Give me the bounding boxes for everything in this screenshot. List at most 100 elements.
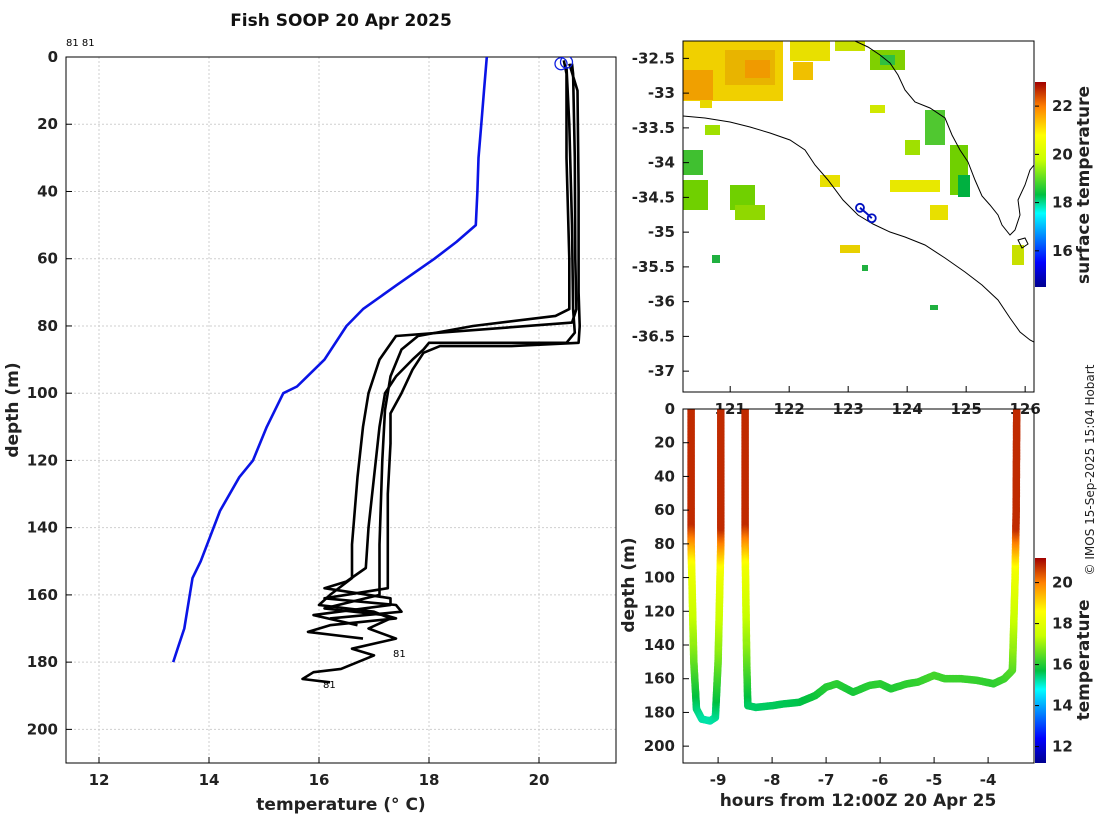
- profile-y-ticks: 0 20 40 60 80 100 120 140 160 180 200: [27, 48, 72, 738]
- section-y-tick-label: 100: [644, 569, 675, 587]
- map-y-tick-label: -35: [648, 223, 675, 241]
- shelf-contour: [683, 115, 1034, 343]
- cast-label-2: 81: [323, 680, 336, 691]
- profile-line-cast-3: [323, 63, 581, 620]
- section-y-tick-label: 40: [654, 467, 675, 485]
- map-y-tick-label: -34: [648, 154, 675, 172]
- sst-colorbar-tick-label: 16: [1052, 242, 1073, 260]
- profile-y-tick-label: 0: [48, 48, 58, 66]
- profile-grid: [66, 56, 616, 763]
- profile-x-tick-label: 12: [89, 771, 110, 789]
- section-x-tick-label: -8: [764, 771, 781, 789]
- map-track: [855, 202, 877, 224]
- temperature-colorbar: [1035, 558, 1046, 763]
- sst-patch: [793, 62, 813, 80]
- map-y-tick-label: -35.5: [632, 258, 675, 276]
- profile-line-cast-4: [312, 67, 577, 627]
- top-annotation: 81 81: [66, 38, 95, 49]
- map-track-line: [859, 207, 873, 219]
- profile-line-climatology: [171, 57, 489, 663]
- sst-patch: [930, 205, 948, 220]
- section-y-tick-label: 140: [644, 636, 675, 654]
- map-y-tick-label: -33.5: [632, 119, 675, 137]
- sst-patches: [683, 41, 1024, 310]
- section-axes-box: [682, 408, 1035, 764]
- section-x-tick-label: -6: [872, 771, 889, 789]
- sst-patch: [862, 265, 868, 271]
- sst-patch: [880, 55, 895, 65]
- profile-y-tick-label: 60: [37, 250, 58, 268]
- profile-x-tick-label: 14: [199, 771, 220, 789]
- map-y-tick-label: -33: [648, 84, 675, 102]
- surface-marker: [554, 57, 568, 71]
- profile-y-tick-label: 100: [27, 384, 58, 402]
- sst-patch: [745, 60, 770, 78]
- sst-patch: [820, 175, 840, 187]
- section-y-tick-label: 120: [644, 602, 675, 620]
- sst-patch: [840, 245, 860, 253]
- map-y-tick-label: -36.5: [632, 327, 675, 345]
- profile-x-tick-label: 20: [529, 771, 550, 789]
- temperature-colorbar-tick-label: 18: [1052, 615, 1073, 633]
- coastlines: [683, 41, 1034, 343]
- map-y-tick-label: -36: [648, 293, 675, 311]
- section-y-tick-label: 80: [654, 535, 675, 553]
- section-dot: [717, 409, 725, 415]
- profile-y-label: depth (m): [3, 362, 23, 457]
- section-x-ticks: -9 -8 -7 -6 -5 -4: [710, 757, 997, 789]
- section-y-label: depth (m): [619, 537, 639, 632]
- section-x-tick-label: -4: [980, 771, 997, 789]
- profile-y-tick-label: 200: [27, 720, 58, 738]
- map-axes-box: [682, 40, 1035, 393]
- sst-patch: [1012, 245, 1024, 265]
- profile-y-tick-label: 160: [27, 586, 58, 604]
- section-dot: [1012, 409, 1021, 415]
- temperature-colorbar-tick-label: 12: [1052, 738, 1073, 756]
- profile-y-tick-label: 140: [27, 519, 58, 537]
- profile-y-tick-label: 40: [37, 182, 58, 200]
- temperature-colorbar-tick-label: 14: [1052, 697, 1073, 715]
- profile-y-tick-label: 120: [27, 451, 58, 469]
- profile-x-ticks: 12 14 16 18 20: [89, 757, 550, 789]
- map-track-marker: [855, 202, 865, 213]
- profile-axes-box: [65, 56, 617, 764]
- sst-map-panel: 121 122 123 124 125 126 -32.5-33-33.5-34-34.5…: [632, 40, 1094, 418]
- chart-title: Fish SOOP 20 Apr 2025: [230, 11, 452, 31]
- sst-colorbar-tick-label: 22: [1052, 97, 1073, 115]
- sst-patch: [925, 110, 945, 145]
- section-x-tick-label: -7: [818, 771, 835, 789]
- section-dots: [687, 409, 1021, 725]
- profile-line-cast-2: [306, 60, 571, 640]
- sst-patch: [930, 305, 938, 310]
- sst-patch: [700, 100, 712, 108]
- sst-patch: [712, 255, 720, 263]
- island: [1017, 237, 1029, 249]
- surface-marker: [559, 57, 574, 69]
- profile-panel: 12 14 16 18 20 0 20 40 60 80 100 120 140 160 180 200 8…: [3, 48, 617, 815]
- sst-patch: [870, 105, 885, 113]
- section-y-tick-label: 180: [644, 703, 675, 721]
- section-y-tick-label: 60: [654, 501, 675, 519]
- section-y-tick-label: 0: [665, 400, 675, 418]
- section-panel: -9 -8 -7 -6 -5 -4 020406080100120140160180200…: [619, 400, 1094, 811]
- profile-y-tick-label: 180: [27, 653, 58, 671]
- temperature-colorbar-tick-label: 16: [1052, 656, 1073, 674]
- sst-patch: [905, 140, 920, 155]
- profile-y-tick-label: 20: [37, 115, 58, 133]
- section-x-label: hours from 12:00Z 20 Apr 25: [720, 791, 997, 811]
- sst-patch: [683, 150, 703, 175]
- sst-colorbar-tick-label: 18: [1052, 194, 1073, 212]
- temperature-colorbar-tick-label: 20: [1052, 574, 1073, 592]
- sst-colorbar-label: surface temperature: [1074, 86, 1094, 284]
- sst-patch: [735, 205, 765, 220]
- section-x-tick-label: -9: [710, 771, 727, 789]
- sst-patch: [958, 175, 970, 197]
- section-y-tick-label: 20: [654, 434, 675, 452]
- section-x-tick-label: -5: [926, 771, 943, 789]
- profile-lines: [171, 57, 581, 684]
- sst-patch: [705, 125, 720, 135]
- sst-patch: [790, 41, 830, 61]
- sst-patch: [890, 180, 940, 192]
- profile-line-cast-1: [301, 63, 578, 684]
